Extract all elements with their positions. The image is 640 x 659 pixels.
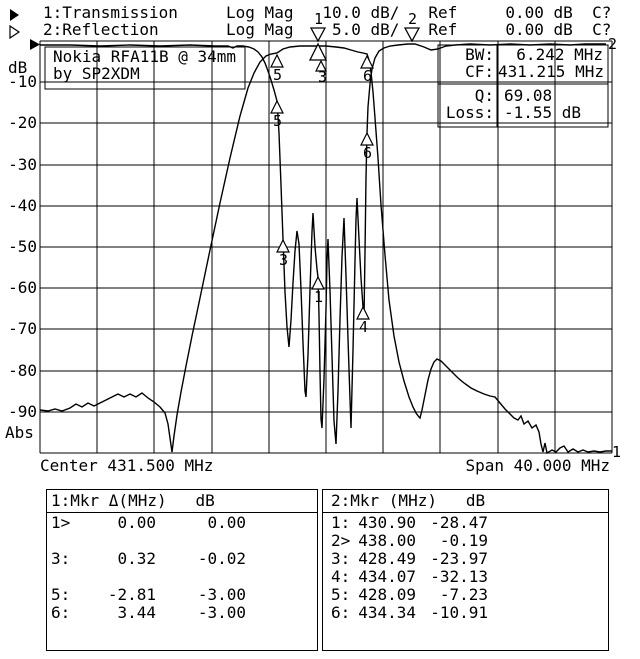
ch1-marker6-label: 6 <box>363 67 373 85</box>
ch1-row5-freq: -2.81 <box>107 585 156 604</box>
ch2-row3-freq: 428.49 <box>358 549 416 568</box>
ch2-row2-db: -0.19 <box>439 531 488 550</box>
ch1-row1-freq: 0.00 <box>117 513 156 532</box>
ch2-marker1-label: 1 <box>314 288 324 306</box>
ch2-row4-freq: 434.07 <box>358 567 416 586</box>
marker1-active-flag-icon <box>309 27 327 43</box>
y-tick--60: -60 <box>8 278 37 297</box>
ch2-row6-freq: 434.34 <box>358 603 416 622</box>
cf-value: 431.215 MHz <box>498 62 604 81</box>
transmission-trace <box>39 45 612 455</box>
y-tick--90: -90 <box>8 402 37 421</box>
ch1-row1-label: 1> <box>51 513 71 532</box>
ch1-marker3-label: 3 <box>318 68 328 86</box>
q-label: Q: <box>474 86 494 105</box>
q-value: 69.08 <box>504 86 553 105</box>
y-axis-abs-label: Abs <box>5 423 34 442</box>
ch2-marker1-icon <box>311 275 325 290</box>
ch2-table-header-rule <box>322 512 609 513</box>
ch2-marker5-icon <box>270 99 284 114</box>
cf-label: CF: <box>465 62 494 81</box>
transmission-trace-number: 1 <box>612 443 622 461</box>
ch1-table-header-rule <box>46 512 318 513</box>
ch2-marker-table-box <box>322 489 609 651</box>
ch1-row5-label: 5: <box>51 585 71 604</box>
marker1-flag-label: 1 <box>314 10 324 28</box>
ch2-row6-label: 6: <box>331 603 351 622</box>
loss-value: -1.55 dB <box>504 103 582 122</box>
ch2-row3-db: -23.97 <box>430 549 488 568</box>
ch1-marker6-icon <box>360 54 374 69</box>
channel2-arrow-icon <box>9 24 21 40</box>
ch2-row1-db: -28.47 <box>430 513 488 532</box>
ch1-row3-db: -0.02 <box>197 549 246 568</box>
ch2-marker4-icon <box>356 305 370 320</box>
ch2-row5-freq: 428.09 <box>358 585 416 604</box>
ch2-marker6-icon <box>360 131 374 146</box>
ch1-row3-freq: 0.32 <box>117 549 156 568</box>
ch2-marker5-label: 5 <box>273 112 283 130</box>
y-tick--30: -30 <box>8 155 37 174</box>
ch1-row6-label: 6: <box>51 603 71 622</box>
ch1-row3-label: 3: <box>51 549 71 568</box>
center-frequency-label: Center 431.500 MHz <box>40 456 214 475</box>
header-line-1: 1:Transmission Log Mag 10.0 dB/ Ref 0.00… <box>43 3 612 22</box>
ch1-marker3-icon <box>315 59 327 72</box>
ch1-marker5-label: 5 <box>273 66 283 84</box>
trace-start-arrow-icon <box>30 39 40 50</box>
ch2-marker6-label: 6 <box>363 144 373 162</box>
marker2-flag-label: 2 <box>408 10 418 28</box>
ch2-row2-label: 2> <box>331 531 351 550</box>
device-label-line1: Nokia RFA11B @ 34mm <box>53 47 237 66</box>
ch2-marker3-icon <box>276 238 290 253</box>
device-label-line2: by SP2XDM <box>53 64 140 83</box>
ch2-row5-label: 5: <box>331 585 351 604</box>
bw-value: 6.242 MHz <box>516 45 603 64</box>
ch2-row4-label: 4: <box>331 567 351 586</box>
ch2-table-header: 2:Mkr (MHz) dB <box>331 491 486 510</box>
header-line-2: 2:Reflection Log Mag 5.0 dB/ Ref 0.00 dB… <box>43 20 612 39</box>
ch2-row2-freq: 438.00 <box>358 531 416 550</box>
reflection-trace <box>40 43 606 445</box>
y-axis-unit: dB <box>8 58 28 77</box>
y-tick--50: -50 <box>8 237 37 256</box>
y-tick--40: -40 <box>8 196 37 215</box>
span-label: Span 40.000 MHz <box>465 456 611 475</box>
q-loss-box <box>437 83 609 128</box>
ch2-marker3-label: 3 <box>279 251 289 269</box>
ch2-row4-db: -32.13 <box>430 567 488 586</box>
ch2-row3-label: 3: <box>331 549 351 568</box>
ch2-row1-freq: 430.90 <box>358 513 416 532</box>
ch1-row5-db: -3.00 <box>197 585 246 604</box>
ch1-row6-db: -3.00 <box>197 603 246 622</box>
loss-label: Loss: <box>445 103 494 122</box>
marker2-active-flag-icon <box>403 27 421 43</box>
reflection-trace-number: 2 <box>608 35 618 53</box>
ch1-marker-table-box <box>46 489 318 651</box>
y-tick--80: -80 <box>8 361 37 380</box>
ch2-row6-db: -10.91 <box>430 603 488 622</box>
device-label-box <box>44 46 246 90</box>
ch1-marker1-icon <box>308 42 328 61</box>
ch1-table-header: 1:Mkr Δ(MHz) dB <box>51 491 215 510</box>
y-tick--10: -10 <box>8 72 37 91</box>
channel1-arrow-icon <box>10 9 19 21</box>
ch2-row5-db: -7.23 <box>439 585 488 604</box>
bw-label: BW: <box>465 45 494 64</box>
y-tick--70: -70 <box>8 319 37 338</box>
ch2-marker4-label: 4 <box>359 318 369 336</box>
ch2-row1-label: 1: <box>331 513 351 532</box>
ch1-row6-freq: 3.44 <box>117 603 156 622</box>
y-tick--20: -20 <box>8 113 37 132</box>
ch1-row1-db: 0.00 <box>207 513 246 532</box>
ch1-marker5-icon <box>270 53 284 68</box>
